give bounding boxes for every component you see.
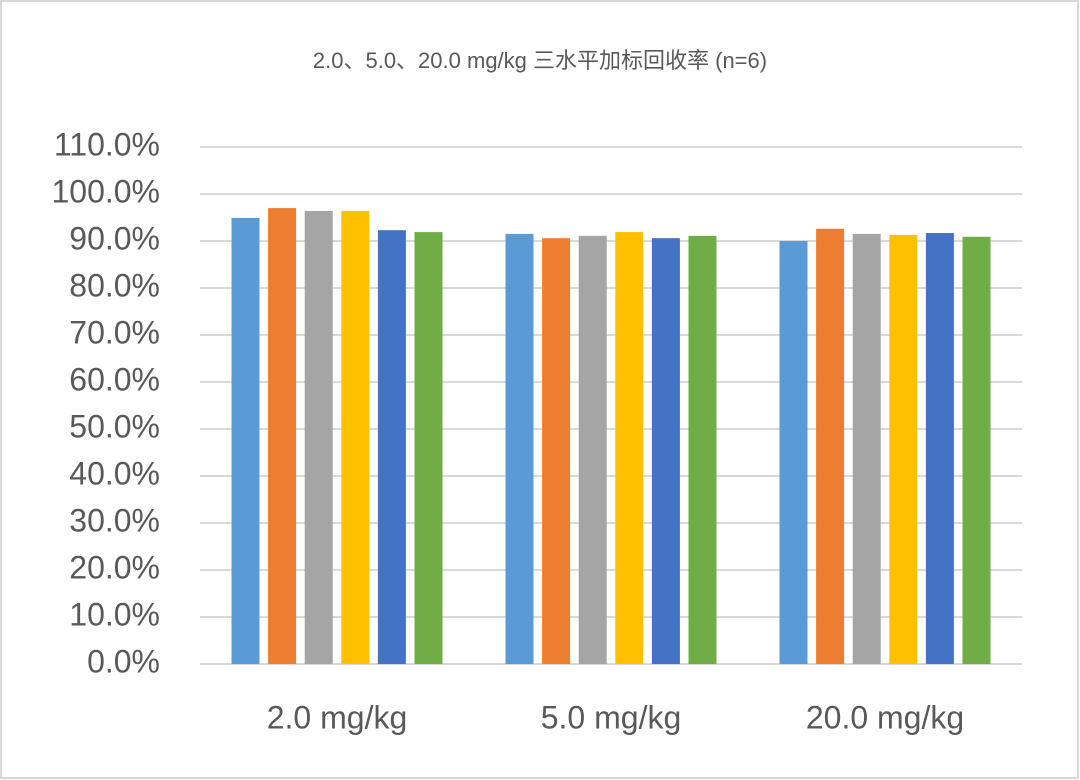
bar	[889, 234, 918, 664]
x-tick-label: 5.0 mg/kg	[541, 699, 682, 735]
bar	[341, 210, 370, 665]
bar	[414, 232, 443, 664]
bar	[231, 217, 260, 664]
y-tick-label: 80.0%	[69, 267, 160, 303]
bar	[925, 233, 954, 664]
y-tick-label: 20.0%	[69, 549, 160, 585]
bar	[377, 230, 406, 664]
y-tick-label: 40.0%	[69, 455, 160, 491]
bar	[304, 210, 333, 665]
y-tick-label: 0.0%	[87, 643, 160, 679]
y-tick-label: 60.0%	[69, 361, 160, 397]
y-tick-label: 30.0%	[69, 502, 160, 538]
chart-title: 2.0、5.0、20.0 mg/kg 三水平加标回收率 (n=6)	[313, 48, 767, 73]
y-tick-label: 90.0%	[69, 220, 160, 256]
bar	[816, 228, 845, 664]
bar	[505, 233, 534, 664]
bar	[779, 241, 808, 664]
x-tick-label: 2.0 mg/kg	[267, 699, 408, 735]
bar	[615, 232, 644, 664]
y-tick-label: 50.0%	[69, 408, 160, 444]
bar	[852, 233, 881, 664]
y-tick-label: 10.0%	[69, 596, 160, 632]
bar	[688, 235, 717, 664]
bar	[578, 235, 607, 664]
y-tick-label: 100.0%	[51, 173, 160, 209]
bar	[542, 238, 571, 664]
bar	[268, 208, 297, 664]
x-tick-label: 20.0 mg/kg	[806, 699, 964, 735]
y-tick-label: 110.0%	[54, 126, 160, 162]
y-tick-label: 70.0%	[69, 314, 160, 350]
bar	[651, 238, 680, 664]
bar	[962, 236, 991, 664]
